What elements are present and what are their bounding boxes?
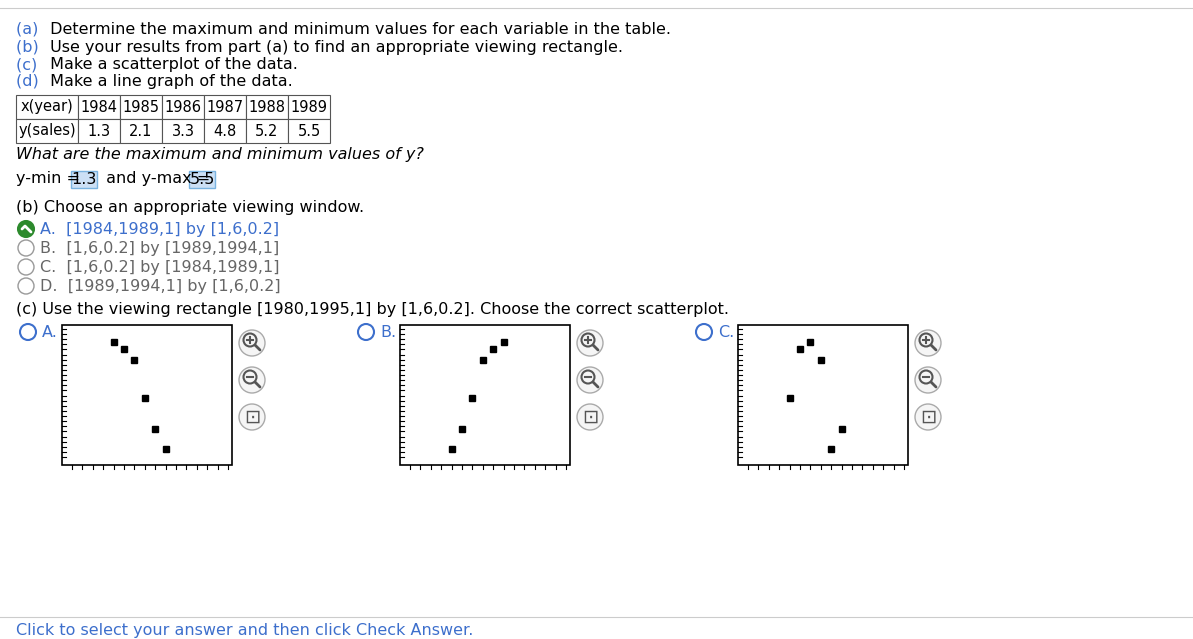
Bar xyxy=(288,95,330,119)
Bar xyxy=(400,325,570,465)
Text: 5.2: 5.2 xyxy=(255,123,279,139)
Text: (c): (c) xyxy=(16,57,43,72)
Circle shape xyxy=(20,324,36,340)
Bar xyxy=(62,325,231,465)
Text: 4.8: 4.8 xyxy=(214,123,236,139)
Text: and y-max =: and y-max = xyxy=(101,171,216,186)
Text: 5.5: 5.5 xyxy=(190,172,215,187)
Bar xyxy=(120,119,162,143)
Text: Make a scatterplot of the data.: Make a scatterplot of the data. xyxy=(45,57,298,72)
Text: 1986: 1986 xyxy=(165,100,202,114)
Bar xyxy=(72,171,97,188)
Bar xyxy=(162,95,204,119)
Text: Use your results from part (a) to find an appropriate viewing rectangle.: Use your results from part (a) to find a… xyxy=(45,40,623,55)
Text: C.: C. xyxy=(718,325,734,340)
Text: 1.3: 1.3 xyxy=(72,172,97,187)
Bar xyxy=(204,119,246,143)
Bar xyxy=(78,95,120,119)
Circle shape xyxy=(239,404,265,430)
Bar xyxy=(162,119,204,143)
Circle shape xyxy=(577,330,602,356)
Circle shape xyxy=(358,324,373,340)
Text: Click to select your answer and then click Check Answer.: Click to select your answer and then cli… xyxy=(16,623,474,638)
Circle shape xyxy=(18,221,33,237)
Text: 1.3: 1.3 xyxy=(87,123,111,139)
Bar xyxy=(188,171,215,188)
Circle shape xyxy=(239,330,265,356)
Text: ⊡: ⊡ xyxy=(920,408,937,426)
Text: 1989: 1989 xyxy=(291,100,328,114)
Text: C.  [1,6,0.2] by [1984,1989,1]: C. [1,6,0.2] by [1984,1989,1] xyxy=(41,260,279,275)
Text: y-min =: y-min = xyxy=(16,171,85,186)
Text: (b): (b) xyxy=(16,40,44,55)
Text: (a): (a) xyxy=(16,22,43,37)
Text: Make a line graph of the data.: Make a line graph of the data. xyxy=(45,74,292,89)
Text: (b) Choose an appropriate viewing window.: (b) Choose an appropriate viewing window… xyxy=(16,200,364,215)
Bar xyxy=(246,119,288,143)
Text: ⊡: ⊡ xyxy=(243,408,260,426)
Text: ⊡: ⊡ xyxy=(582,408,598,426)
Text: (d): (d) xyxy=(16,74,44,89)
Bar xyxy=(246,95,288,119)
Text: B.  [1,6,0.2] by [1989,1994,1]: B. [1,6,0.2] by [1989,1994,1] xyxy=(41,241,279,256)
Text: 2.1: 2.1 xyxy=(129,123,153,139)
Text: Determine the maximum and minimum values for each variable in the table.: Determine the maximum and minimum values… xyxy=(45,22,670,37)
Circle shape xyxy=(915,367,941,393)
Text: 1984: 1984 xyxy=(80,100,117,114)
Bar xyxy=(738,325,908,465)
Circle shape xyxy=(577,367,602,393)
Circle shape xyxy=(915,404,941,430)
Bar xyxy=(288,119,330,143)
Text: x(year): x(year) xyxy=(20,100,74,114)
Text: y(sales): y(sales) xyxy=(18,123,76,139)
Text: A.: A. xyxy=(42,325,58,340)
Bar xyxy=(16,95,78,119)
Circle shape xyxy=(239,367,265,393)
Text: What are the maximum and minimum values of y?: What are the maximum and minimum values … xyxy=(16,147,424,162)
Circle shape xyxy=(577,404,602,430)
Bar xyxy=(204,95,246,119)
Text: 1988: 1988 xyxy=(248,100,285,114)
Bar xyxy=(120,95,162,119)
Circle shape xyxy=(18,278,33,294)
Text: 1987: 1987 xyxy=(206,100,243,114)
Bar xyxy=(16,119,78,143)
Text: B.: B. xyxy=(381,325,396,340)
Text: 3.3: 3.3 xyxy=(172,123,194,139)
Text: 1985: 1985 xyxy=(123,100,160,114)
Circle shape xyxy=(18,259,33,275)
Bar xyxy=(78,119,120,143)
Text: 5.5: 5.5 xyxy=(297,123,321,139)
Circle shape xyxy=(696,324,712,340)
Circle shape xyxy=(18,240,33,256)
Circle shape xyxy=(915,330,941,356)
Text: A.  [1984,1989,1] by [1,6,0.2]: A. [1984,1989,1] by [1,6,0.2] xyxy=(41,222,279,237)
Text: (c) Use the viewing rectangle [1980,1995,1] by [1,6,0.2]. Choose the correct sca: (c) Use the viewing rectangle [1980,1995… xyxy=(16,302,729,317)
Text: D.  [1989,1994,1] by [1,6,0.2]: D. [1989,1994,1] by [1,6,0.2] xyxy=(41,279,280,294)
